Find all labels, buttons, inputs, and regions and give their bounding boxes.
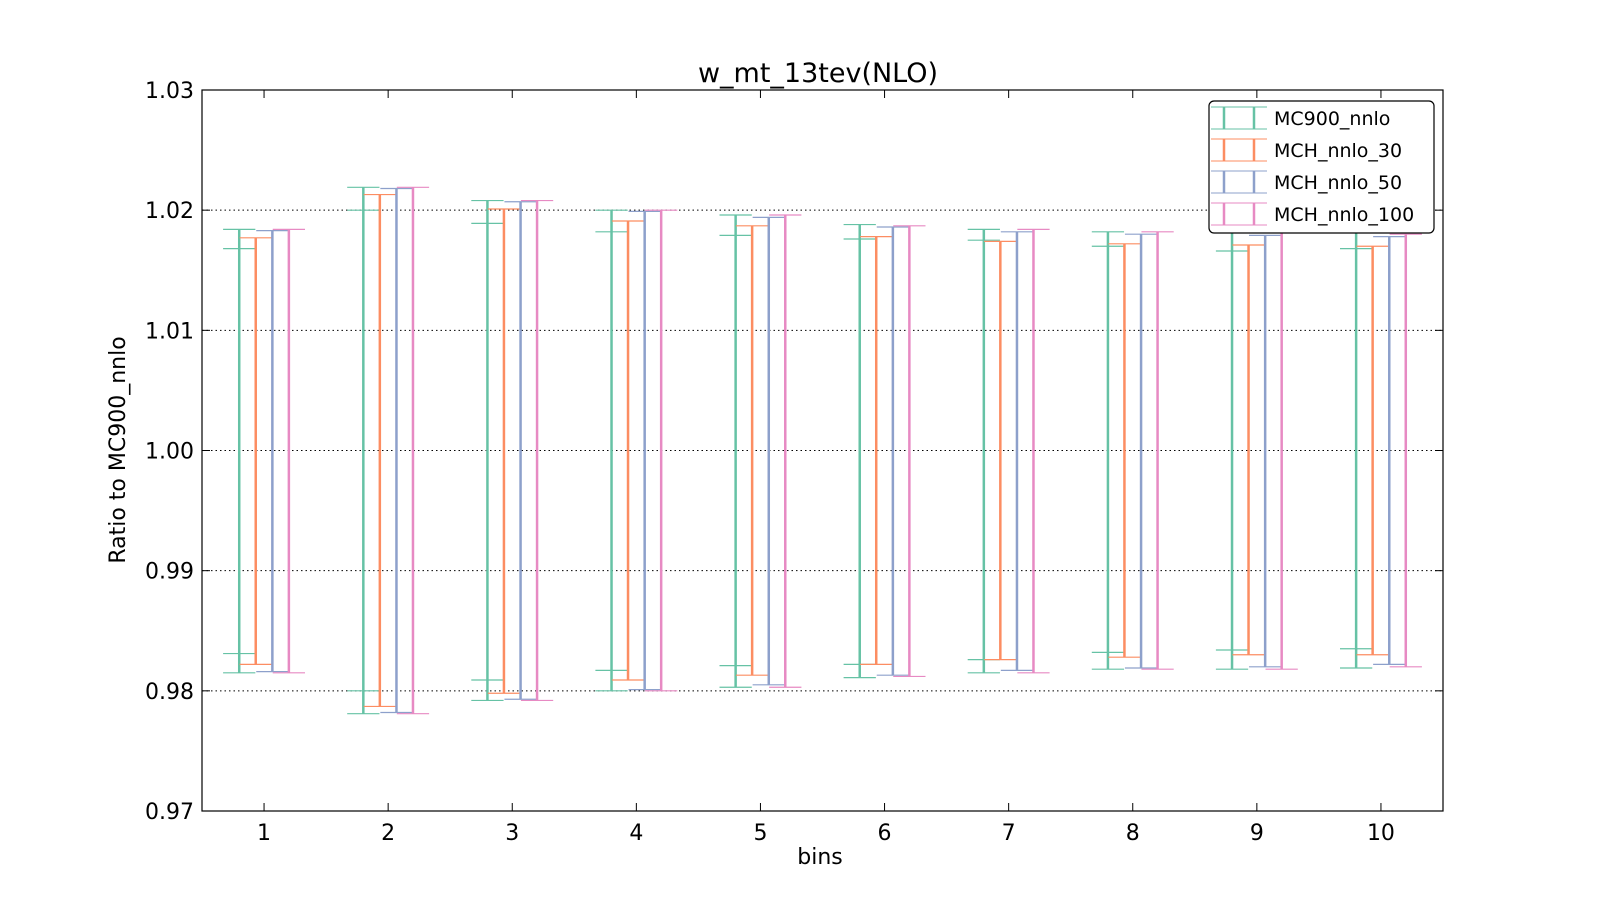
y-tick-label: 1.00 xyxy=(145,440,194,465)
x-tick-label: 2 xyxy=(381,821,395,846)
legend-entry-MCH_nnlo_30: MCH_nnlo_30 xyxy=(1274,140,1402,162)
axis-ticks: 0.97 0.98 0.99 1.00 1.01 1.02 1.03 1 2 3 4 5 6 7 8 9 10 xyxy=(145,79,1443,846)
x-tick-label: 9 xyxy=(1250,821,1264,846)
y-tick-label: 1.03 xyxy=(145,79,194,104)
legend-box xyxy=(1208,100,1435,234)
chart-title: w_mt_13tev(NLO) xyxy=(698,58,938,89)
x-tick-label: 7 xyxy=(1002,821,1016,846)
x-tick-label: 1 xyxy=(257,821,271,846)
y-tick-label: 0.97 xyxy=(145,800,194,825)
legend: MC900_nnlo MCH_nnlo_30 MCH_nnlo_50 MCH_nnlo… xyxy=(1208,100,1435,234)
y-axis-label: Ratio to MC900_nnlo xyxy=(106,336,131,563)
x-tick-label: 4 xyxy=(629,821,643,846)
x-tick-label: 10 xyxy=(1367,821,1395,846)
y-tick-label: 1.02 xyxy=(145,199,194,224)
y-tick-label: 0.99 xyxy=(145,560,194,585)
y-tick-label: 1.01 xyxy=(145,319,194,344)
legend-entry-MCH_nnlo_100: MCH_nnlo_100 xyxy=(1274,204,1414,226)
x-tick-label: 3 xyxy=(505,821,519,846)
legend-entry-MCH_nnlo_50: MCH_nnlo_50 xyxy=(1274,172,1402,194)
legend-entry-MC900_nnlo: MC900_nnlo xyxy=(1274,108,1390,130)
x-tick-label: 8 xyxy=(1126,821,1140,846)
error-bars xyxy=(223,186,1422,715)
x-tick-label: 6 xyxy=(878,821,892,846)
y-tick-label: 0.98 xyxy=(145,680,194,705)
x-axis-label: bins xyxy=(797,845,842,870)
x-tick-label: 5 xyxy=(753,821,767,846)
